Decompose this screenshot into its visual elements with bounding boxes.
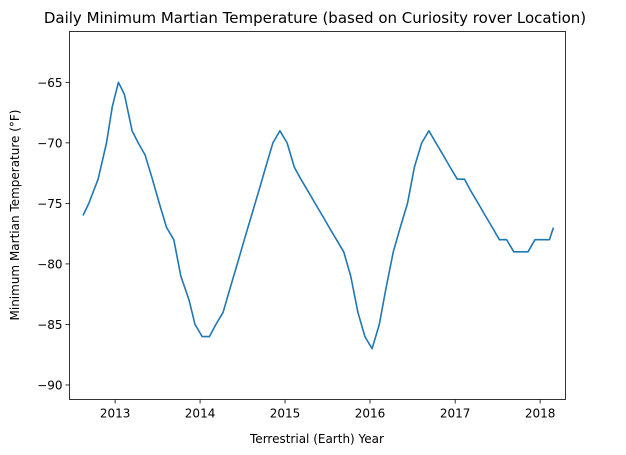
chart-title: Daily Minimum Martian Temperature (based… [44, 9, 586, 27]
x-tick-label: 2018 [525, 407, 556, 421]
y-tick-label: −85 [37, 318, 62, 332]
x-tick-label: 2016 [355, 407, 386, 421]
x-axis-label: Terrestrial (Earth) Year [249, 432, 384, 446]
y-tick-label: −70 [37, 136, 62, 150]
y-axis-label: Minimum Martian Temperature (°F) [8, 110, 22, 321]
plot-area [82, 81, 555, 350]
y-tick-label: −80 [37, 257, 62, 271]
series-line-0 [82, 81, 555, 350]
x-tick-label: 2014 [185, 407, 216, 421]
x-tick-label: 2013 [100, 407, 131, 421]
x-tick-label: 2015 [270, 407, 301, 421]
plot-frame [69, 31, 566, 400]
x-tick-label: 2017 [440, 407, 471, 421]
x-axis: 2013 2014 2015 2016 2017 2018 [100, 399, 556, 421]
y-tick-label: −90 [37, 378, 62, 392]
y-tick-label: −75 [37, 197, 62, 211]
y-axis: −65 −70 −75 −80 −85 −90 [37, 76, 70, 392]
y-tick-label: −65 [37, 76, 62, 90]
